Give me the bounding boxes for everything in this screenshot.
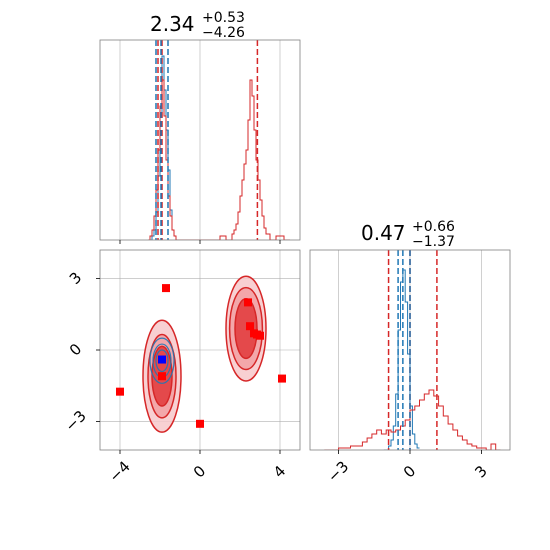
red-marker-6 [116, 387, 124, 396]
title-param-1-lower: −4.26 [202, 25, 245, 41]
red-marker-1 [244, 298, 252, 307]
red-marker-2 [246, 322, 254, 331]
title-param-1-value: 2.34 [150, 12, 195, 36]
histogram-series-red [148, 79, 290, 240]
blue-contour-0-level-2 [149, 337, 175, 384]
title-param-1: 2.34 +0.53 −4.26 [150, 10, 245, 41]
joint-ytick-label-1: 0 [66, 340, 85, 359]
joint-ytick-label-0: −3 [61, 407, 89, 435]
joint-scatter-panel: −4 0 4 −3 0 3 [61, 249, 301, 486]
marginal-histogram-param-1 [99, 39, 301, 244]
right-xtick-label-1: 0 [400, 462, 419, 481]
right-xtick-label-2: 3 [471, 462, 490, 481]
title-param-2-value: 0.47 [361, 221, 406, 245]
panel-top-plot-area [119, 40, 290, 240]
red-marker-8 [278, 374, 286, 383]
red-marker-5 [253, 330, 261, 339]
joint-xtick-label-2: 4 [270, 462, 289, 481]
title-param-2-upper: +0.66 [412, 219, 455, 235]
histogram-series-blue [383, 269, 420, 450]
joint-ytick-label-2: 3 [66, 268, 85, 287]
title-param-2: 0.47 +0.66 −1.37 [361, 219, 455, 250]
title-param-2-lower: −1.37 [412, 234, 455, 250]
red-marker-9 [158, 372, 166, 381]
histogram-series-red [324, 389, 501, 450]
right-xtick-label-0: −3 [324, 457, 352, 485]
blue-contour-0-level-0 [155, 349, 169, 373]
red-marker-7 [196, 419, 204, 428]
panel-right-plot-area [324, 250, 501, 450]
title-param-1-upper: +0.53 [202, 10, 245, 26]
joint-xtick-label-0: −4 [105, 457, 133, 485]
joint-xtick-label-1: 0 [190, 462, 209, 481]
blue-marker-0 [158, 355, 166, 364]
red-marker-0 [162, 284, 170, 293]
marginal-histogram-param-2: −3 0 3 [309, 249, 511, 486]
joint-plot-area [100, 250, 300, 450]
histogram-series-blue [148, 55, 182, 240]
